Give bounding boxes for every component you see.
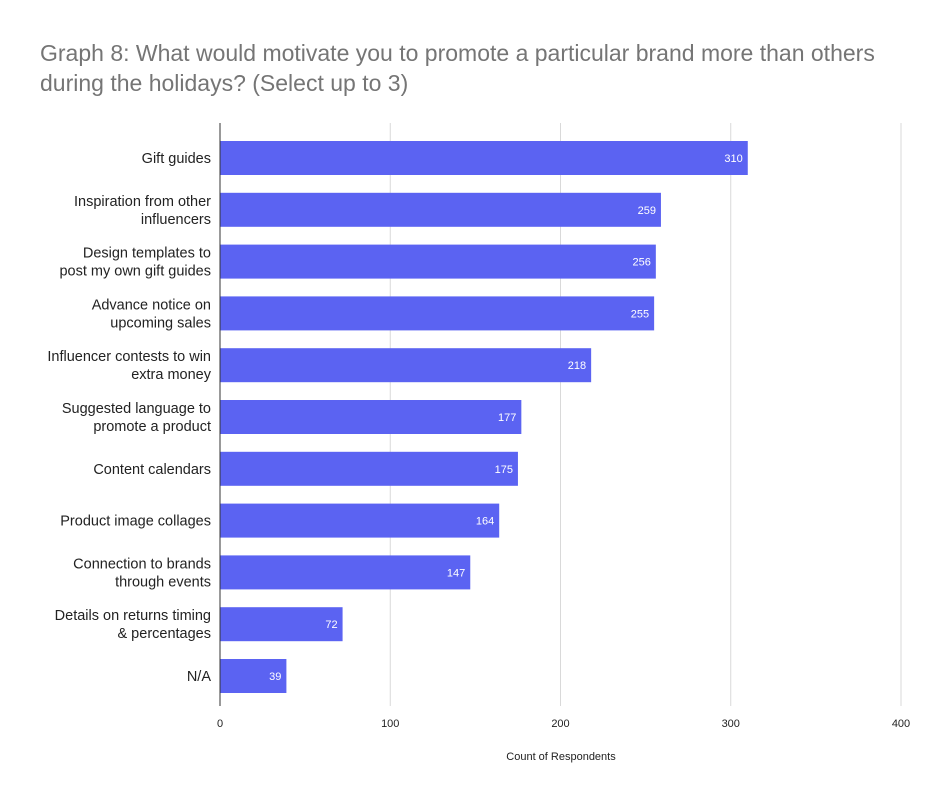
- x-tick-label: 0: [217, 718, 223, 730]
- labels: 0 100 200 300 400 310 Gift guides 259 Inspiratio…: [47, 151, 910, 730]
- category-label: Inspiration from other influencers: [74, 194, 211, 228]
- category-label: Gift guides: [142, 151, 211, 167]
- category-label: Advance notice on upcoming sales: [92, 297, 211, 331]
- category-label: Suggested language to promote a product: [62, 401, 211, 435]
- data-label: 310: [724, 153, 742, 165]
- category-label: Details on returns timing & percentages: [55, 608, 211, 642]
- category-label: Design templates to post my own gift guid…: [59, 246, 211, 280]
- bar: [220, 607, 343, 642]
- data-label: 175: [495, 464, 513, 476]
- x-tick-label: 100: [381, 718, 399, 730]
- data-label: 256: [632, 257, 650, 269]
- bar: [220, 348, 592, 383]
- x-tick-label: 400: [892, 718, 910, 730]
- x-axis-title: Count of Respondents: [506, 751, 616, 763]
- data-label: 177: [498, 412, 516, 424]
- bar: [220, 192, 661, 227]
- data-label: 164: [476, 516, 494, 528]
- category-label: Influencer contests to win extra money: [47, 349, 211, 383]
- bar: [220, 244, 656, 279]
- bar: [220, 451, 518, 486]
- bar: [220, 296, 655, 331]
- data-label: 259: [638, 205, 656, 217]
- data-label: 255: [631, 308, 649, 320]
- chart-title: Graph 8: What would motivate you to prom…: [40, 40, 875, 96]
- bars: [220, 141, 748, 693]
- bar: [220, 400, 522, 434]
- bar: [220, 503, 500, 538]
- bar: [220, 659, 287, 693]
- category-label: Content calendars: [93, 462, 211, 478]
- data-label: 39: [269, 671, 281, 683]
- x-tick-label: 300: [722, 718, 740, 730]
- category-label: Connection to brands through events: [73, 556, 211, 590]
- category-label: Product image collages: [60, 514, 211, 530]
- data-label: 218: [568, 360, 586, 372]
- data-label: 72: [325, 619, 337, 631]
- data-label: 147: [447, 567, 465, 579]
- bar: [220, 141, 748, 175]
- x-tick-label: 200: [551, 718, 569, 730]
- bar: [220, 555, 471, 590]
- category-label: N/A: [187, 669, 212, 685]
